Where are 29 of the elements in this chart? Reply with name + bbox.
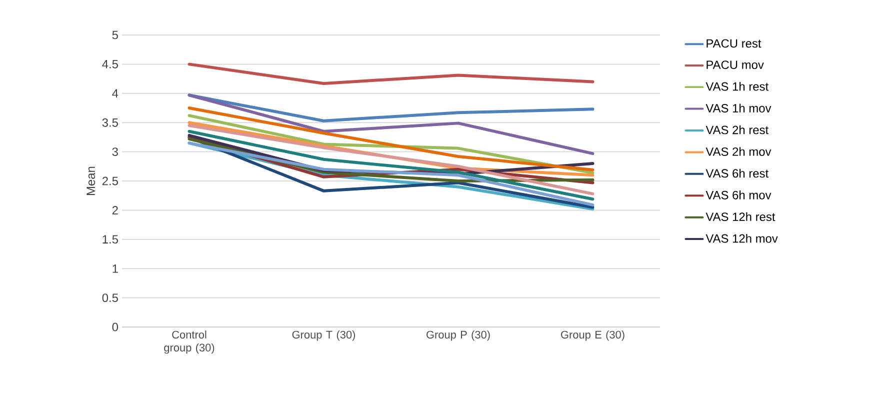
y-tick-label: 3 [112,148,118,156]
legend-label: PACU rest [706,39,762,48]
legend-label: VAS 6h rest [706,168,769,178]
legend-label: VAS 2h rest [706,125,769,134]
legend-label: VAS 1h mov [706,104,772,112]
y-tick-label: 4.5 [102,60,118,68]
x-tick-label: Control group (30) [164,330,214,354]
line-series [188,106,594,172]
line-series [188,94,594,156]
legend-label: VAS 1h rest [706,82,769,91]
y-tick-label: 3.5 [102,118,118,127]
x-tick-label: Group P (30) [426,330,490,341]
y-axis-title: Mean [86,166,96,195]
legend-label: VAS 12h rest [706,212,776,222]
y-tick-label: 2.5 [102,176,118,186]
line-series [188,62,594,85]
y-tick-label: 2 [112,206,118,214]
y-tick-label: 0.5 [102,294,118,302]
y-tick-label: 4 [112,89,118,98]
y-tick-label: 5 [112,30,118,40]
y-tick-label: 1.5 [102,235,118,244]
legend-label: PACU mov [706,60,764,70]
legend-label: VAS 2h mov [706,147,772,156]
legend-label: VAS 6h mov [706,190,772,200]
y-tick-label: 1 [112,264,118,273]
x-tick-label: Group T (30) [292,330,356,341]
y-tick-label: 0 [112,322,118,332]
legend-label: VAS 12h mov [706,234,778,243]
x-tick-label: Group E (30) [561,330,624,341]
